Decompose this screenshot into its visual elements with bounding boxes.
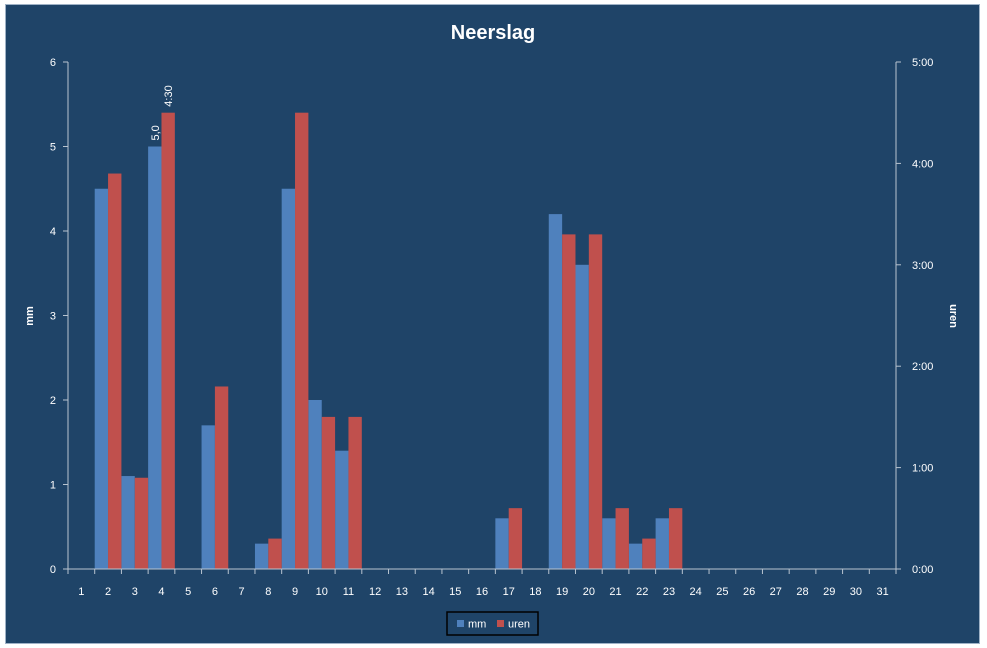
bar-mm [575,264,589,569]
x-tick-label: 13 [396,586,408,598]
x-tick-label: 18 [529,586,541,598]
x-tick-label: 25 [716,586,728,598]
right-tick-label: 2:00 [912,361,933,373]
bar-uren [321,416,336,569]
x-tick-label: 7 [239,586,245,598]
bar-mm [655,518,669,569]
legend-label-uren: uren [508,619,530,631]
x-tick-label: 21 [609,586,621,598]
x-tick-label: 22 [636,586,648,598]
x-tick-label: 31 [877,586,889,598]
right-tick-label: 3:00 [912,260,933,272]
x-tick-label: 19 [556,586,568,598]
bar-mm [308,400,322,569]
chart-frame: Neerslag mm uren 0 1 2 3 4 5 6 0:00 1:00 2:00 3:00… [5,4,980,644]
x-tick-label: 20 [583,586,595,598]
legend-box [446,611,539,636]
bar-mm [254,543,269,569]
x-tick-label: 17 [503,586,515,598]
x-tick-label: 9 [292,586,298,598]
bar-uren [508,508,523,569]
bar-mm [335,450,349,569]
bar-mm [201,425,215,569]
bar-uren [348,416,362,569]
x-tick-label: 5 [185,586,191,598]
left-tick-label: 6 [50,57,56,69]
left-tick-label: 1 [50,480,56,492]
right-tick-label: 4:00 [912,158,933,170]
bar-uren [268,538,282,569]
legend-label-mm: mm [468,619,486,631]
x-tick-label: 6 [212,586,218,598]
legend-swatch-mm [457,620,464,627]
bar-uren [668,508,683,569]
bar-uren [108,173,122,570]
bar-mm [628,543,643,569]
bar-uren [134,477,149,569]
x-tick-label: 4 [158,586,164,598]
data-label: 4:30 [163,85,175,106]
left-tick-label: 3 [50,311,56,323]
bar-uren [642,538,656,569]
x-tick-label: 23 [663,586,675,598]
x-tick-label: 10 [316,586,328,598]
left-axis-title: mm [24,306,36,326]
chart-title: Neerslag [451,22,536,44]
x-tick-label: 24 [690,586,702,598]
bar-mm [121,476,135,569]
right-tick-label: 1:00 [912,463,933,475]
x-tick-label: 28 [796,586,808,598]
x-tick-label: 16 [476,586,488,598]
bar-mm [94,188,109,569]
x-tick-label: 27 [770,586,782,598]
bar-mm [548,214,563,569]
left-tick-label: 5 [50,142,56,154]
chart-svg: Neerslag mm uren 01234560:001:002:003:00… [24,22,959,636]
bar-uren [615,508,629,569]
data-label: 5,0 [150,125,162,140]
legend-swatch-uren [497,620,504,627]
x-tick-label: 8 [265,586,271,598]
bar-mm [281,188,296,569]
left-tick-label: 0 [50,564,56,576]
legend: mm uren [446,611,539,636]
bar-uren [562,234,576,569]
x-tick-label: 15 [449,586,461,598]
x-tick-label: 14 [422,586,434,598]
x-tick-label: 11 [343,586,354,598]
x-tick-label: 26 [743,586,755,598]
labels-group: 5,0 4:30 [150,85,175,140]
bars-group [94,112,683,570]
right-tick-label: 5:00 [912,57,933,69]
bar-uren [214,386,229,569]
x-tick-label: 2 [105,586,111,598]
bar-uren [295,112,309,569]
x-tick-label: 1 [78,586,84,598]
right-axis-title: uren [947,304,959,328]
x-tick-label: 30 [850,586,862,598]
left-tick-label: 4 [50,226,56,238]
bar-mm [495,518,509,569]
x-tick-label: 12 [369,586,381,598]
left-tick-label: 2 [50,395,56,407]
bar-mm [602,518,616,569]
x-tick-label: 29 [823,586,835,598]
bar-uren [588,234,603,569]
x-tick-label: 3 [132,586,138,598]
bar-uren [161,112,175,569]
right-tick-label: 0:00 [912,564,933,576]
bar-mm [148,146,162,569]
